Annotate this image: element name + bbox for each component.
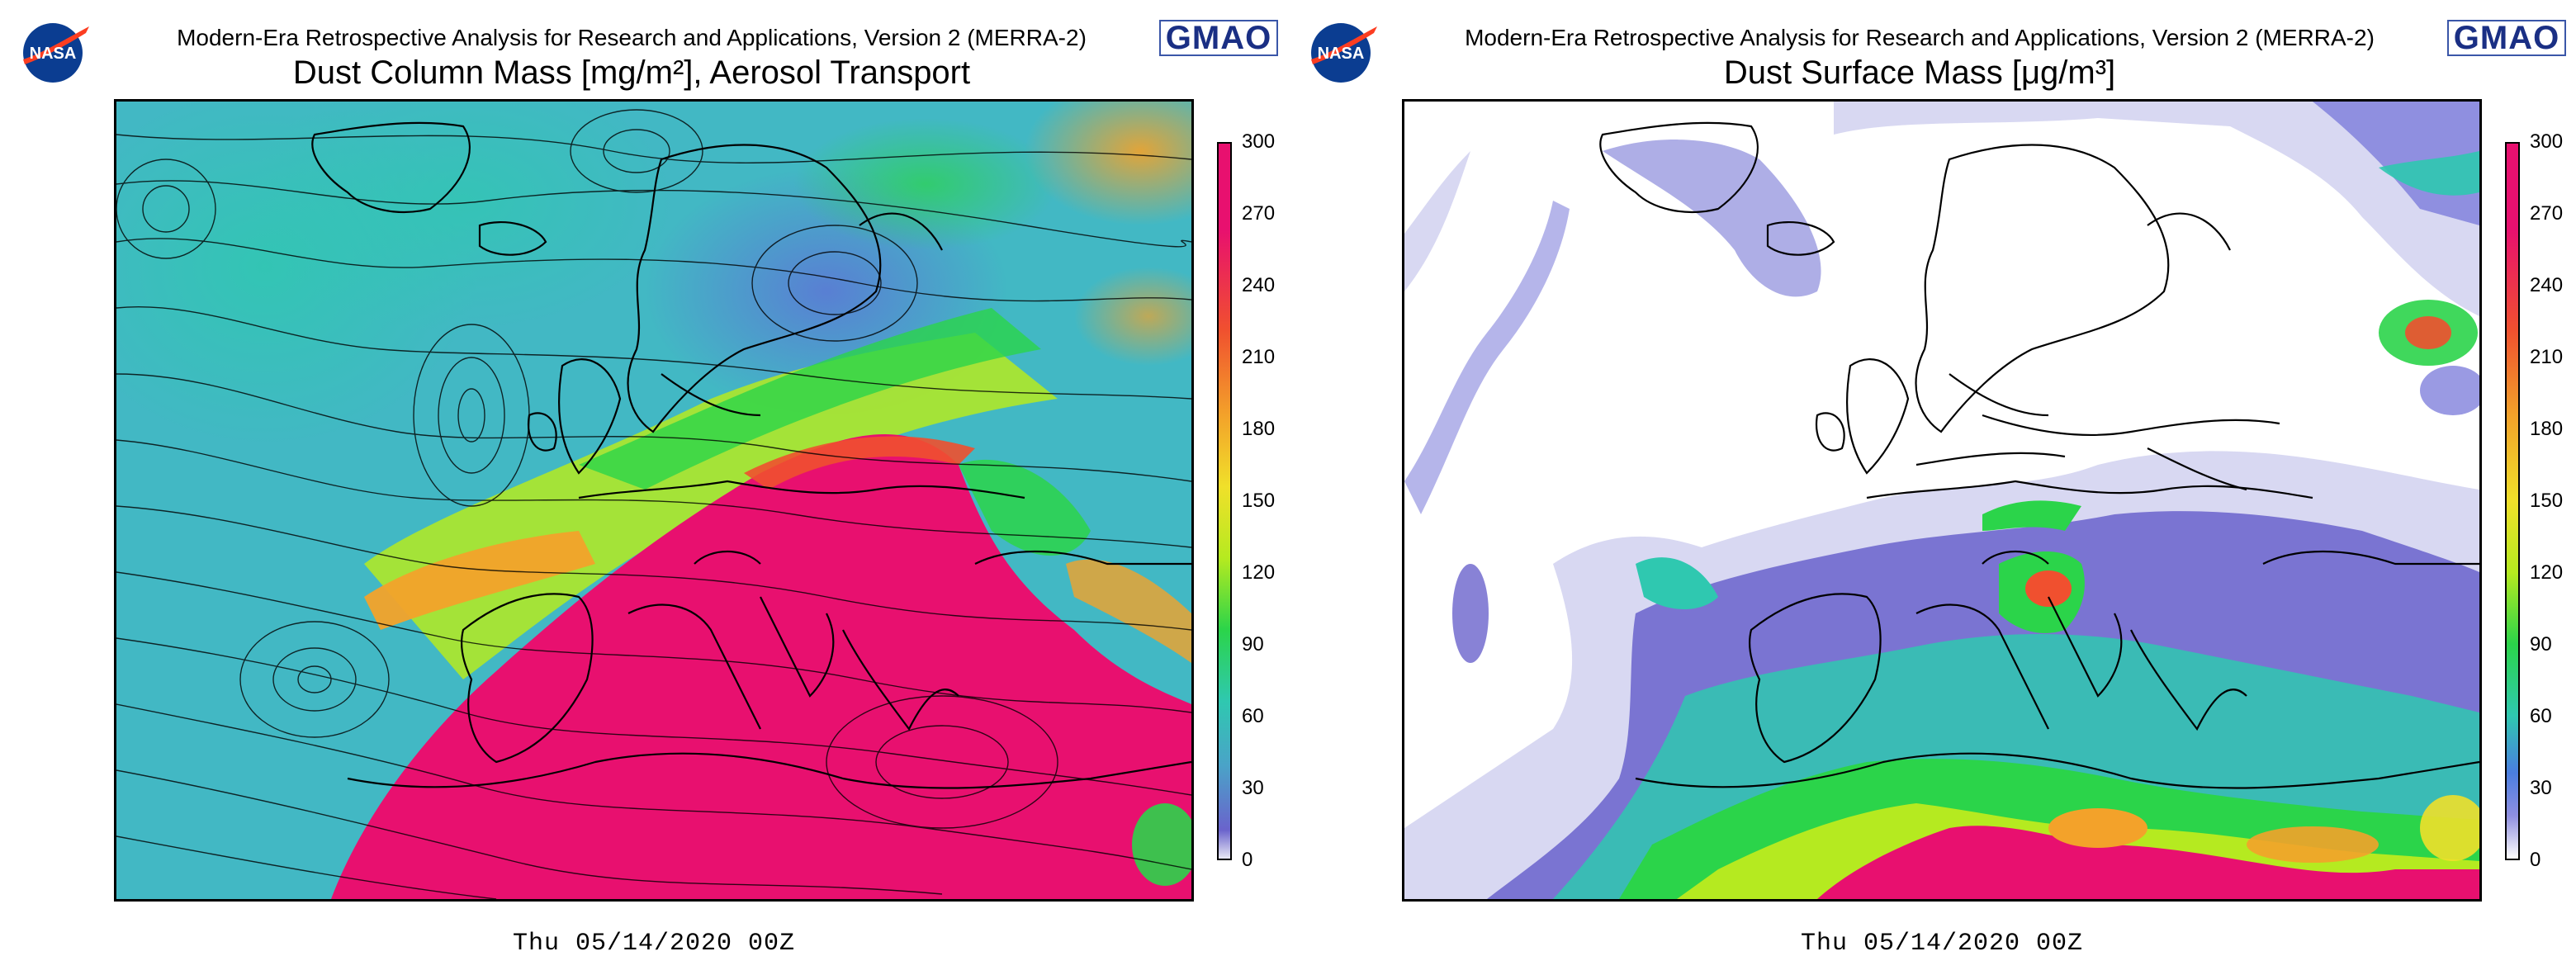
colorbar-tick: 270	[2530, 202, 2564, 225]
gmao-logo: GMAO	[2447, 20, 2566, 56]
dust-surface-mass-field	[1404, 102, 2479, 899]
colorbar-tick: 240	[2530, 274, 2564, 296]
colorbar-tick: 300	[1242, 130, 1276, 153]
colorbar-tick: 180	[1242, 418, 1276, 440]
nasa-logo: NASA	[23, 23, 89, 83]
colorbar-tick: 60	[1242, 705, 1264, 727]
colorbar-tick: 150	[1242, 490, 1276, 512]
colorbar-tick: 90	[1242, 633, 1264, 656]
dust-column-mass-field	[116, 102, 1191, 899]
colorbar-tick: 180	[2530, 418, 2564, 440]
dust-surface-mass-panel: NASA GMAO Modern-Era Retrospective Analy…	[1288, 0, 2576, 975]
colorbar-tick: 240	[1242, 274, 1276, 296]
dust-surface-mass-map	[1402, 99, 2482, 902]
colorbar-tick: 0	[1242, 849, 1253, 871]
colorbar-tick: 150	[2530, 490, 2564, 512]
colorbar-tick: 30	[1242, 777, 1264, 799]
colorbar-tick: 0	[2530, 849, 2541, 871]
colorbar-tick: 300	[2530, 130, 2564, 153]
colorbar-ticks: 300 270 240 210 180 150 120 90 60 30 0	[1242, 132, 1288, 870]
colorbar-tick: 210	[1242, 346, 1276, 368]
gmao-logo-text: GMAO	[1165, 20, 1272, 56]
colorbar-tick: 30	[2530, 777, 2552, 799]
nasa-logo: NASA	[1311, 23, 1377, 83]
colorbar-tick: 210	[2530, 346, 2564, 368]
colorbar-tick: 120	[1242, 561, 1276, 584]
colorbar-tick: 120	[2530, 561, 2564, 584]
colorbar-tick: 90	[2530, 633, 2552, 656]
dust-column-mass-panel: NASA GMAO Modern-Era Retrospective Analy…	[23, 20, 1288, 958]
nasa-logo-text: NASA	[30, 45, 77, 63]
valid-time: Thu 05/14/2020 00Z	[1800, 930, 2084, 958]
gmao-logo: GMAO	[1159, 20, 1278, 56]
colorbar	[1217, 142, 1232, 860]
valid-time: Thu 05/14/2020 00Z	[512, 930, 796, 958]
map-title: Dust Column Mass [mg/m²], Aerosol Transp…	[292, 54, 971, 91]
colorbar-tick: 270	[1242, 202, 1276, 225]
nasa-logo-text: NASA	[1318, 45, 1365, 63]
dataset-subtitle: Modern-Era Retrospective Analysis for Re…	[177, 25, 1087, 50]
colorbar-tick: 60	[2530, 705, 2552, 727]
colorbar-ticks: 300 270 240 210 180 150 120 90 60 30 0	[2530, 132, 2576, 870]
dust-column-mass-map	[114, 99, 1194, 902]
map-title: Dust Surface Mass [μg/m³]	[1723, 54, 2116, 91]
gmao-logo-text: GMAO	[2453, 20, 2560, 56]
dataset-subtitle: Modern-Era Retrospective Analysis for Re…	[1465, 25, 2375, 50]
colorbar	[2505, 142, 2520, 860]
